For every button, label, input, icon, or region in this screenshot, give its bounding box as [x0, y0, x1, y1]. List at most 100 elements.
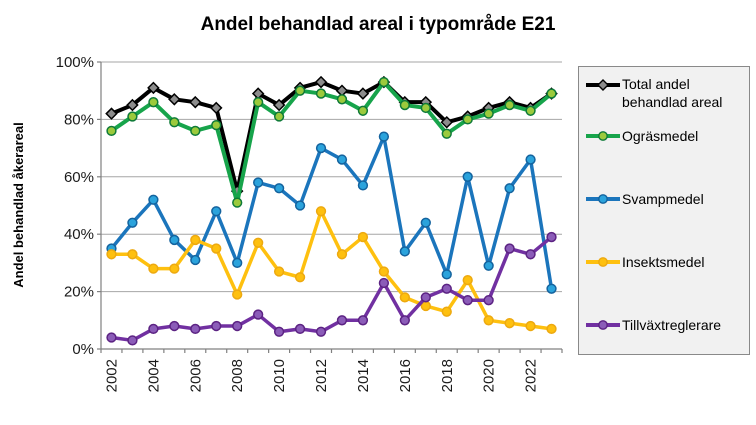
data-point-marker	[441, 283, 452, 294]
x-tick-label: 2006	[187, 359, 204, 392]
data-point-marker	[315, 88, 327, 99]
legend-swatch-ograsmedel-icon	[586, 131, 620, 141]
data-point-marker	[546, 323, 557, 335]
data-point-marker	[253, 97, 264, 108]
data-point-marker	[546, 283, 557, 294]
x-tick-label: 2016	[397, 359, 414, 392]
data-point-marker	[169, 263, 180, 274]
data-point-marker	[336, 154, 348, 165]
data-point-marker	[483, 260, 494, 271]
data-point-marker	[399, 292, 410, 303]
data-point-marker	[357, 180, 369, 191]
data-point-marker	[525, 249, 536, 260]
data-point-marker	[127, 335, 138, 346]
data-point-marker	[336, 249, 348, 260]
data-point-marker	[209, 101, 223, 115]
y-tick-label: 80%	[64, 111, 94, 128]
data-point-marker	[357, 315, 369, 326]
data-point-marker	[357, 231, 369, 243]
data-point-marker	[399, 315, 410, 326]
data-point-marker	[378, 131, 390, 142]
data-point-marker	[232, 320, 243, 332]
data-point-marker	[169, 320, 180, 332]
data-point-marker	[273, 111, 285, 122]
data-point-marker	[546, 88, 557, 99]
data-point-marker	[525, 105, 536, 116]
data-point-marker	[148, 263, 159, 274]
legend-label: Insektsmedel	[622, 254, 705, 270]
data-point-marker	[315, 206, 327, 217]
data-point-marker	[169, 117, 180, 128]
x-axis-ticks: 2002 2004 2006 2008 2010 2012 2014 2016 2018 2020…	[100, 349, 563, 392]
legend-label: Tillväxtreglerare	[622, 317, 722, 333]
data-point-marker	[190, 125, 201, 137]
legend-entry-insektsmedel: Insektsmedel	[585, 251, 744, 273]
data-point-marker	[546, 231, 557, 243]
legend-entry-tillvaxtreglerare: Tillväxtreglerare	[585, 314, 744, 336]
data-point-marker	[190, 254, 201, 266]
data-point-marker	[273, 266, 285, 277]
x-tick-label: 2018	[439, 359, 456, 392]
y-tick-label: 100%	[56, 54, 94, 71]
data-point-marker	[504, 318, 515, 329]
data-point-marker	[127, 111, 138, 122]
y-tick-label: 20%	[64, 284, 94, 301]
legend-entry-total: Total andel behandlad areal	[585, 75, 744, 113]
data-point-marker	[399, 246, 410, 257]
legend-swatch-svampmedel-icon	[586, 194, 620, 204]
legend-entry-svampmedel: Svampmedel	[585, 188, 744, 210]
data-point-marker	[106, 125, 117, 137]
data-point-marker	[420, 292, 431, 303]
data-point-marker	[378, 266, 390, 277]
legend-swatch-tillvaxtreglerare-icon	[586, 320, 620, 330]
data-point-marker	[483, 315, 494, 326]
x-tick-label: 2002	[103, 359, 120, 392]
legend-label: Ogräsmedel	[622, 128, 699, 144]
data-point-marker	[483, 295, 494, 306]
legend-swatch-insektsmedel-icon	[586, 257, 620, 267]
legend-label: Total andel behandlad areal	[622, 76, 723, 110]
data-point-marker	[441, 306, 452, 317]
data-point-marker	[357, 105, 369, 116]
data-point-marker	[483, 108, 494, 119]
data-point-marker	[420, 102, 431, 114]
data-point-marker	[106, 249, 117, 260]
legend-entry-ograsmedel: Ogräsmedel	[585, 125, 744, 147]
legend-swatch-total-icon	[586, 79, 620, 91]
y-tick-label: 0%	[72, 341, 94, 358]
data-point-marker	[504, 99, 515, 111]
data-point-marker	[148, 194, 159, 205]
data-point-marker	[232, 257, 243, 269]
data-point-marker	[294, 85, 306, 96]
data-point-marker	[525, 320, 536, 332]
data-point-marker	[336, 315, 348, 326]
data-point-marker	[147, 81, 160, 95]
data-point-marker	[148, 323, 159, 335]
data-point-marker	[294, 272, 306, 283]
x-tick-label: 2004	[145, 359, 162, 392]
data-point-marker	[462, 295, 473, 306]
legend-label: Svampmedel	[622, 191, 704, 207]
chart-title: Andel behandlad areal i typområde E21	[200, 14, 556, 35]
data-point-marker	[462, 114, 473, 125]
data-point-marker	[273, 326, 285, 337]
data-point-marker	[462, 171, 473, 182]
x-tick-label: 2008	[229, 359, 246, 392]
data-point-marker	[105, 107, 118, 120]
data-point-marker	[315, 326, 327, 337]
data-point-marker	[127, 249, 138, 260]
data-point-marker	[169, 234, 180, 246]
series-svampmedel	[106, 131, 557, 294]
data-point-marker	[441, 269, 452, 280]
x-tick-label: 2012	[313, 359, 330, 392]
x-tick-label: 2014	[355, 359, 372, 392]
data-point-marker	[211, 206, 222, 217]
data-point-marker	[420, 217, 431, 228]
data-point-marker	[211, 320, 222, 332]
data-point-marker	[504, 243, 515, 254]
x-tick-label: 2020	[481, 359, 498, 392]
legend: Total andel behandlad areal Ogräsmedel S…	[578, 66, 750, 355]
series-tillv-xtreglerare	[106, 231, 557, 346]
